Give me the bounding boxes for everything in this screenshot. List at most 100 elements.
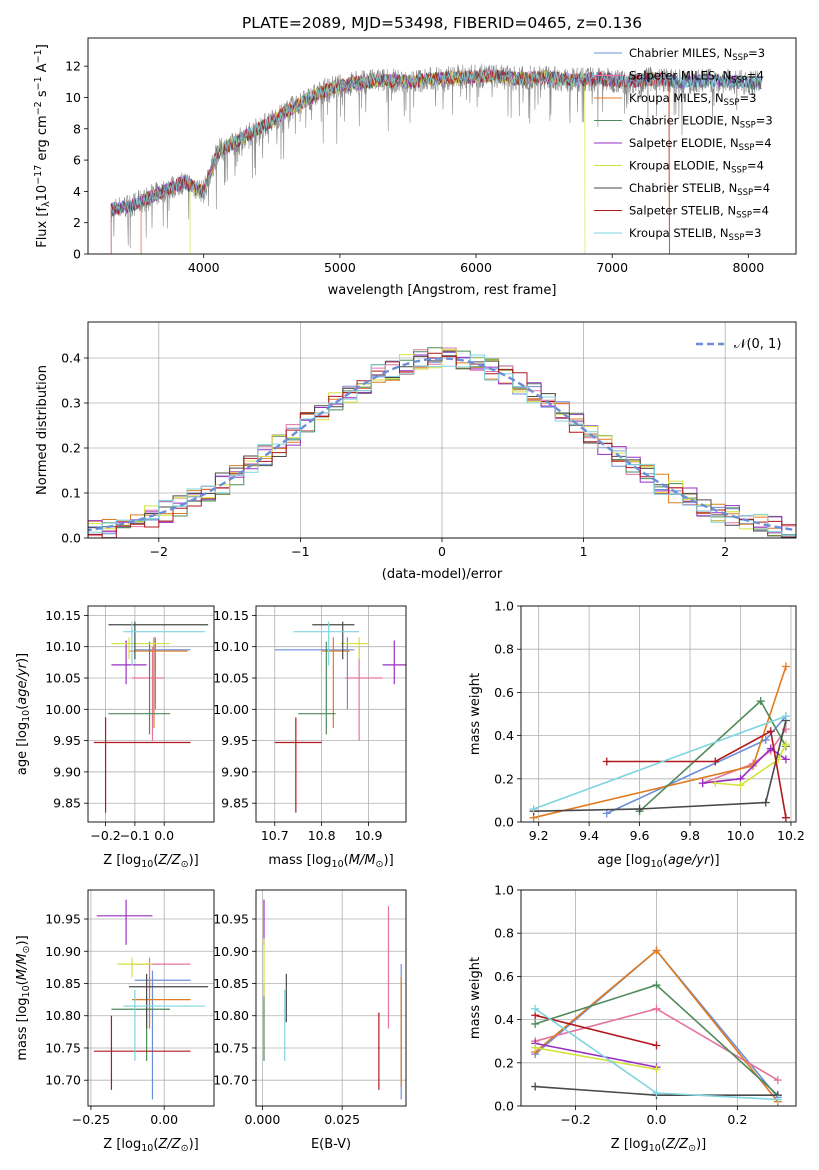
mass-weight-marker [711,757,720,766]
mass-weight-marker [773,1095,782,1104]
legend-entry: Chabrier MILES, NSSP=3 [629,46,765,63]
mass-weight-marker [531,1082,540,1091]
observed-spectrum [110,63,763,249]
model-spectrum [189,70,586,254]
y-tick-label: 0.1 [61,486,81,501]
mass-weight-marker [761,735,770,744]
legend-entry: Kroupa ELODIE, NSSP=4 [629,159,764,176]
mass-weight-line [715,743,787,787]
x-tick-label: −0.1 [120,828,150,843]
axes-frame [87,321,797,539]
y-tick-label: 10.10 [45,639,81,654]
y-tick-label: 0.3 [61,396,81,411]
y-tick-label: 0.0 [494,1099,514,1114]
axes-frame [87,37,797,255]
x-axis-label: wavelength [Angstrom, rest frame] [328,283,557,298]
y-tick-label: 10.05 [213,671,249,686]
y-tick-label: 10.15 [45,608,81,623]
model-spectrum [110,69,670,254]
mass-vs-metallicity-panel: −0.25 0.00 10.70 10.75 10.80 10.85 10.90 10.95 Z… [15,889,215,1154]
mass-vs-extinction-panel: 0.000 0.025 10.70 10.75 10.80 10.85 10.90 10.95… [213,889,407,1152]
legend-entry: Chabrier ELODIE, NSSP=3 [629,114,773,131]
axes-frame [87,889,215,1107]
mass-weight-marker [531,1004,540,1013]
model-spectrum [140,69,670,254]
model-spectrum [110,68,762,214]
x-tick-label: 9.2 [529,828,549,843]
x-tick-label: −0.2 [90,828,120,843]
y-tick-label: 6 [73,153,81,168]
x-tick-label: 7000 [596,260,628,275]
y-tick-label: 10.95 [213,912,249,927]
y-tick-label: 10.95 [45,912,81,927]
figure-title: PLATE=2089, MJD=53498, FIBERID=0465, z=0… [242,14,642,32]
legend-entry: Chabrier STELIB, NSSP=4 [629,181,770,198]
y-tick-label: 10.90 [213,944,249,959]
residual-histogram [88,354,796,536]
x-tick-label: 10.8 [308,828,336,843]
x-tick-label: 1 [580,544,588,559]
x-tick-label: −0.2 [560,1112,590,1127]
mass-weight-marker [652,1004,661,1013]
y-tick-label: 10.80 [213,1008,249,1023]
age-vs-metallicity-panel: −0.2−0.1 0.0 9.85 9.90 9.95 10.00 10.05 10.10 10… [15,605,215,870]
x-tick-label: 0.0 [647,1112,667,1127]
y-axis-label: Flux [fλ10−17 erg cm−2 s−1 A−1] [33,44,52,248]
y-axis-label: mass weight [468,957,483,1039]
y-tick-label: 0.4 [494,728,514,743]
mass-weight-marker [652,946,661,955]
mass-weight-line [606,715,787,815]
mass-weight-marker [698,779,707,788]
mass-weight-marker [756,697,765,706]
y-tick-label: 0.6 [494,969,514,984]
mass-weight-vs-age-panel: 9.2 9.4 9.6 9.8 10.0 10.2 0.0 0.2 0.4 0.6 0.8 1.0 ag… [468,599,805,871]
y-tick-label: 0.8 [494,642,514,657]
axes-frame [520,605,797,823]
mass-weight-marker [766,727,775,736]
axes-frame [255,605,407,823]
y-axis-label: mass weight [468,673,483,755]
y-tick-label: 10.85 [213,976,249,991]
x-tick-label: −2 [150,544,168,559]
axes-frame [87,605,215,823]
mass-weight-marker [761,798,770,807]
mass-weight-marker [711,779,720,788]
y-tick-label: 0.8 [494,926,514,941]
y-tick-label: 0.4 [494,1012,514,1027]
legend-entry: Kroupa MILES, NSSP=3 [629,91,756,108]
mass-weight-marker [773,1076,782,1085]
y-tick-label: 10.75 [45,1040,81,1055]
y-tick-label: 9.85 [221,796,249,811]
y-tick-label: 12 [65,59,81,74]
y-tick-label: 10 [65,90,81,105]
x-axis-label: mass [log10(M/M⊙)] [268,853,393,870]
mass-weight-line [535,1014,657,1047]
x-axis-label: age [log10(age/yr)] [597,853,719,870]
x-tick-label: 8000 [732,260,764,275]
x-tick-label: 2 [721,544,729,559]
mass-weight-marker [781,662,790,671]
x-tick-label: 6000 [460,260,492,275]
hist-lines [88,347,796,538]
y-tick-label: 10.80 [45,1008,81,1023]
x-tick-label: 10.0 [727,828,755,843]
x-tick-label: 4000 [188,260,220,275]
y-tick-label: 0 [73,247,81,262]
y-tick-label: 10.00 [45,702,81,717]
x-tick-label: 0.2 [727,1112,747,1127]
x-tick-label: 10.9 [355,828,383,843]
x-tick-label: 0.025 [324,1112,360,1127]
y-tick-label: 0.0 [61,531,81,546]
mass-weight-marker [781,755,790,764]
y-tick-label: 10.85 [45,976,81,991]
axes-frame [520,889,797,1107]
y-tick-label: 0.2 [61,441,81,456]
residual-histogram-panel: −2 −1 0 1 2 0.0 0.1 0.2 0.3 0.4 𝒩(0, 1) (data-model… [35,321,797,582]
mass-weight-marker [531,1043,540,1052]
legend-entry: Salpeter ELODIE, NSSP=4 [629,136,772,153]
mass-weight-marker [781,740,790,749]
x-axis-label: Z [log10(Z/Z⊙)] [611,1137,706,1154]
y-tick-label: 0.4 [61,351,81,366]
spectrum-panel: 4000 5000 6000 7000 8000 0 2 4 6 8 10 12 Chabrier MI… [33,37,797,298]
